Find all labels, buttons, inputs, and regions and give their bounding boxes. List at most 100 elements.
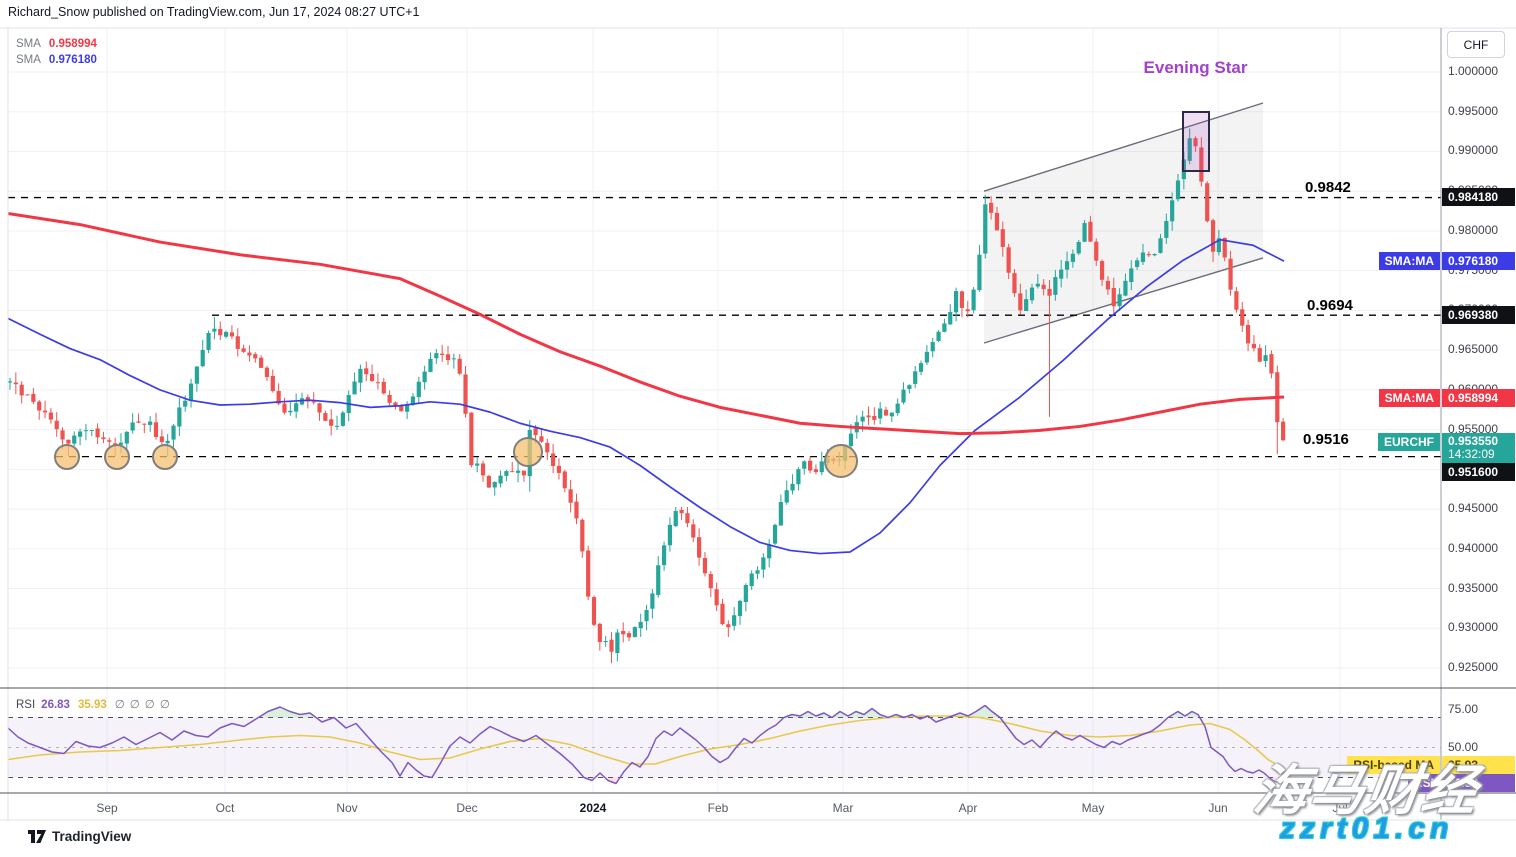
indicator-legend[interactable]: SMA 0.958994 SMA 0.976180	[16, 36, 97, 68]
candle-body	[19, 384, 24, 396]
candle-body	[732, 615, 737, 626]
candle-body	[130, 422, 135, 431]
price-tick-label: 0.925000	[1448, 660, 1499, 675]
currency-toggle-button[interactable]: CHF	[1447, 31, 1505, 58]
rsi-ma-line	[7, 715, 1285, 770]
candle-body	[463, 374, 468, 414]
axis-tag-rsi-ma: RSI-based MA	[1347, 756, 1440, 774]
candle-body	[1024, 299, 1029, 312]
candle-body	[235, 336, 240, 349]
candle-body	[206, 332, 211, 350]
rsi-empty-slot-icon: ∅	[159, 699, 170, 711]
candle-body	[445, 354, 451, 361]
tradingview-logo-icon	[28, 830, 46, 843]
candle-body	[37, 401, 42, 411]
candle-body	[1228, 258, 1233, 290]
candle-body	[387, 394, 392, 403]
time-axis[interactable]: Sep Oct Nov Dec 2024 Feb Mar Apr May Jun Jul	[0, 793, 1441, 820]
axis-tag-sma-fast: SMA:MA	[1378, 389, 1440, 407]
candle-body	[772, 524, 778, 544]
axis-label-rsi-ma: 35.93	[1442, 756, 1515, 774]
channel-bottom-line	[983, 257, 1264, 344]
candle-body	[755, 570, 760, 574]
candle-body	[965, 309, 970, 312]
sma-slow-label: SMA	[16, 54, 41, 66]
candle-body	[399, 405, 404, 412]
axis-label-level-lower: 0.951600	[1442, 463, 1515, 481]
price-tick-label: 0.995000	[1448, 103, 1499, 118]
candle-body	[48, 412, 53, 420]
candle-body	[212, 328, 217, 332]
candle-body	[761, 557, 766, 570]
tradingview-footer-link[interactable]: TradingView	[28, 829, 131, 844]
candle-body	[989, 202, 994, 213]
candle-body	[72, 435, 77, 444]
candle-body	[889, 412, 894, 417]
candle-body	[334, 425, 340, 427]
candle-body	[1035, 283, 1040, 287]
candle-body	[1135, 260, 1140, 267]
candle-body	[983, 204, 988, 254]
candle-body	[813, 469, 819, 473]
candle-body	[340, 412, 345, 426]
candle-body	[305, 397, 310, 402]
candle-body	[329, 419, 334, 426]
sma-fast-legend-row[interactable]: SMA 0.958994	[16, 36, 97, 52]
candle-body	[107, 440, 112, 442]
candle-body	[1117, 294, 1122, 307]
rsi-empty-slot-icon: ∅	[129, 699, 140, 711]
candle-body	[510, 471, 515, 473]
candle-body	[364, 368, 369, 375]
candle-body	[603, 641, 608, 643]
candle-body	[1170, 200, 1175, 222]
candle-body	[615, 632, 620, 654]
month-tick-label: Jul	[1332, 801, 1348, 815]
sma-fast-label: SMA	[16, 38, 41, 50]
candle-body	[796, 469, 801, 485]
price-tick-label: 0.955000	[1448, 421, 1499, 436]
candle-body	[148, 421, 153, 425]
sma-slow-legend-row[interactable]: SMA 0.976180	[16, 52, 97, 68]
candle-body	[667, 524, 673, 546]
evening-star-rect	[1182, 111, 1210, 172]
candle-body	[486, 475, 491, 488]
axis-label-rsi: 26.83	[1442, 774, 1515, 792]
candle-body	[685, 513, 690, 524]
candle-body	[1053, 277, 1058, 295]
candle-body	[1099, 261, 1105, 280]
candle-body	[504, 471, 509, 476]
candle-body	[545, 442, 550, 453]
candle-body	[1175, 180, 1181, 200]
candle-body	[498, 475, 503, 484]
candle-body	[638, 621, 643, 629]
candle-body	[282, 403, 287, 413]
candle-body	[270, 375, 275, 392]
axis-label-sma-slow: 0.976180	[1442, 252, 1515, 270]
candle-body	[767, 544, 772, 559]
candle-body	[13, 382, 18, 385]
candle-body	[1281, 421, 1286, 441]
rsi-legend-row[interactable]: RSI 26.83 35.93 ∅ ∅ ∅ ∅	[16, 697, 175, 711]
candle-body	[790, 483, 795, 491]
price-axis[interactable]: 1.0000000.9950000.9900000.9850000.980000…	[1442, 28, 1516, 820]
candle-body	[644, 609, 649, 622]
candle-body	[264, 367, 270, 378]
candle-body	[936, 331, 941, 341]
axis-tag-sma-slow: SMA:MA	[1378, 252, 1440, 270]
candle-body	[405, 404, 410, 412]
candle-body	[480, 463, 486, 476]
support-touch-circle	[824, 444, 858, 478]
axis-label-level-mid: 0.969380	[1442, 306, 1515, 324]
candle-body	[726, 624, 731, 628]
candle-body	[1158, 238, 1163, 253]
candle-body	[819, 461, 824, 473]
candle-body	[1269, 354, 1274, 374]
candle-body	[1064, 261, 1070, 270]
candle-body	[691, 524, 696, 538]
candle-body	[562, 471, 567, 489]
candle-body	[1146, 254, 1151, 256]
price-tick-label: 0.965000	[1448, 342, 1499, 357]
candle-body	[515, 470, 521, 473]
